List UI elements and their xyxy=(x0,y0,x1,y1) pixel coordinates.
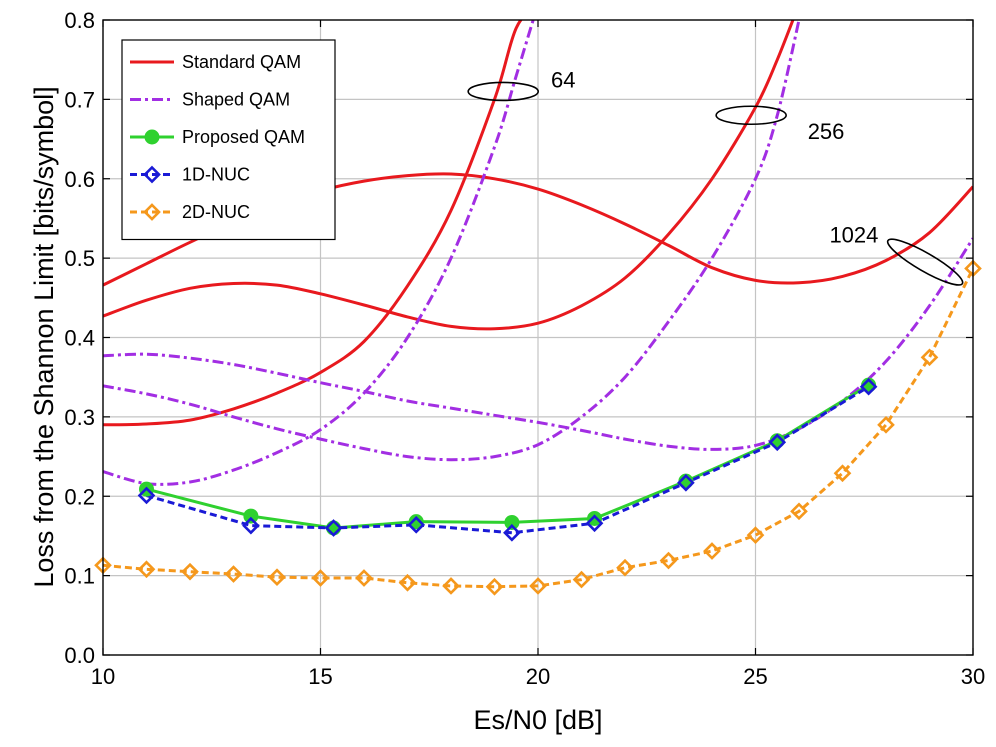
annotation-label: 64 xyxy=(551,68,575,93)
marker-2d-nuc-point xyxy=(355,569,373,587)
annotation-label: 1024 xyxy=(829,222,878,247)
marker-2d-nuc-point xyxy=(833,464,852,483)
marker-1d-nuc-point xyxy=(859,377,878,396)
y-tick-label: 0.1 xyxy=(64,564,95,589)
marker-proposed-qam-point xyxy=(587,510,603,526)
legend: Standard QAM Shaped QAM Proposed QAM 1D-NUC… xyxy=(121,39,336,241)
y-tick-label: 0.4 xyxy=(64,326,95,351)
marker-2d-nuc-point xyxy=(311,569,330,587)
marker-1d-nuc-point xyxy=(137,486,156,505)
marker-proposed-qam-point xyxy=(408,514,424,530)
legend-item-proposed-qam: Proposed QAM xyxy=(130,127,305,147)
legend-item-1d-nuc: 1D-NUC xyxy=(130,165,250,185)
marker-2d-nuc-point xyxy=(616,558,634,577)
marker-proposed-qam-point xyxy=(243,508,259,524)
marker-2d-nuc-point xyxy=(442,577,460,595)
y-tick-label: 0.6 xyxy=(64,167,95,192)
series-line-shaped-qam-256 xyxy=(103,20,801,462)
series-line-1d-nuc xyxy=(146,385,870,535)
marker-proposed-qam-point xyxy=(504,514,520,530)
annotation-64: 64 xyxy=(467,68,576,102)
series-line-standard-qam-64 xyxy=(103,20,523,427)
marker-2d-nuc-point xyxy=(529,577,547,595)
marker-2d-nuc-point xyxy=(746,526,765,544)
series-layer xyxy=(103,20,973,589)
x-tick-label: 10 xyxy=(91,664,115,689)
legend-label: 2D-NUC xyxy=(182,202,250,222)
marker-2d-nuc-point xyxy=(703,542,721,560)
marker-2d-nuc-point xyxy=(485,577,504,596)
x-tick-label: 15 xyxy=(308,664,332,689)
annotation-label: 256 xyxy=(808,119,845,144)
series-line-standard-qam-256 xyxy=(103,20,795,331)
marker-1d-nuc-point xyxy=(768,433,787,452)
y-tick-label: 0.0 xyxy=(64,643,95,668)
y-tick-label: 0.8 xyxy=(64,8,95,33)
y-tick-label: 0.5 xyxy=(64,246,95,271)
marker-1d-nuc-point xyxy=(503,523,521,542)
legend-label: 1D-NUC xyxy=(182,165,250,185)
legend-label: Shaped QAM xyxy=(182,90,290,110)
y-tick-label: 0.2 xyxy=(64,484,95,509)
legend-item-shaped-qam: Shaped QAM xyxy=(130,90,290,110)
y-tick-label: 0.3 xyxy=(64,405,95,430)
legend-label: Standard QAM xyxy=(182,52,301,72)
marker-2d-nuc-point xyxy=(659,551,678,570)
marker-1d-nuc-point xyxy=(324,519,343,537)
marker-2d-nuc-point xyxy=(181,562,199,581)
marker-layer xyxy=(94,259,982,596)
marker-2d-nuc-point xyxy=(224,565,243,583)
legend-item-standard-qam: Standard QAM xyxy=(130,52,301,72)
marker-1d-nuc-point xyxy=(407,515,426,534)
marker-2d-nuc-point xyxy=(790,502,808,521)
series-line-shaped-qam-64 xyxy=(103,20,535,486)
legend-marker xyxy=(143,203,161,221)
marker-1d-nuc-point xyxy=(677,473,695,492)
annotation-ellipse xyxy=(886,238,964,286)
x-tick-label: 25 xyxy=(743,664,767,689)
series-line-2d-nuc xyxy=(103,267,973,589)
x-axis-title: Es/N0 [dB] xyxy=(473,705,602,735)
x-tick-label: 30 xyxy=(961,664,985,689)
annotation-256: 256 xyxy=(715,105,845,144)
ticks: 10 15 20 25 30 0.0 0.1 0.2 0.3 0.4 0.5 0.6 0.7 0.8 xyxy=(64,8,985,689)
x-tick-label: 20 xyxy=(526,664,550,689)
marker-2d-nuc-point xyxy=(137,560,156,579)
annotation-1024: 1024 xyxy=(829,222,964,286)
annotation-ellipse xyxy=(715,105,787,126)
annotation-ellipse xyxy=(467,81,540,102)
marker-2d-nuc-point xyxy=(920,348,939,367)
legend-marker xyxy=(144,129,160,145)
y-axis-title: Loss from the Shannon Limit [bits/symbol… xyxy=(29,86,59,587)
marker-2d-nuc-point xyxy=(877,415,895,434)
annotations: 64 256 1024 xyxy=(467,68,964,286)
legend-marker xyxy=(143,165,161,184)
marker-1d-nuc-point xyxy=(585,514,604,533)
marker-proposed-qam-point xyxy=(326,520,342,536)
marker-2d-nuc-point xyxy=(398,573,417,592)
legend-label: Proposed QAM xyxy=(182,127,305,147)
legend-item-2d-nuc: 2D-NUC xyxy=(130,202,250,222)
marker-2d-nuc-point xyxy=(268,568,286,587)
y-tick-label: 0.7 xyxy=(64,87,95,112)
marker-1d-nuc-point xyxy=(242,516,260,535)
marker-2d-nuc-point xyxy=(572,570,591,589)
